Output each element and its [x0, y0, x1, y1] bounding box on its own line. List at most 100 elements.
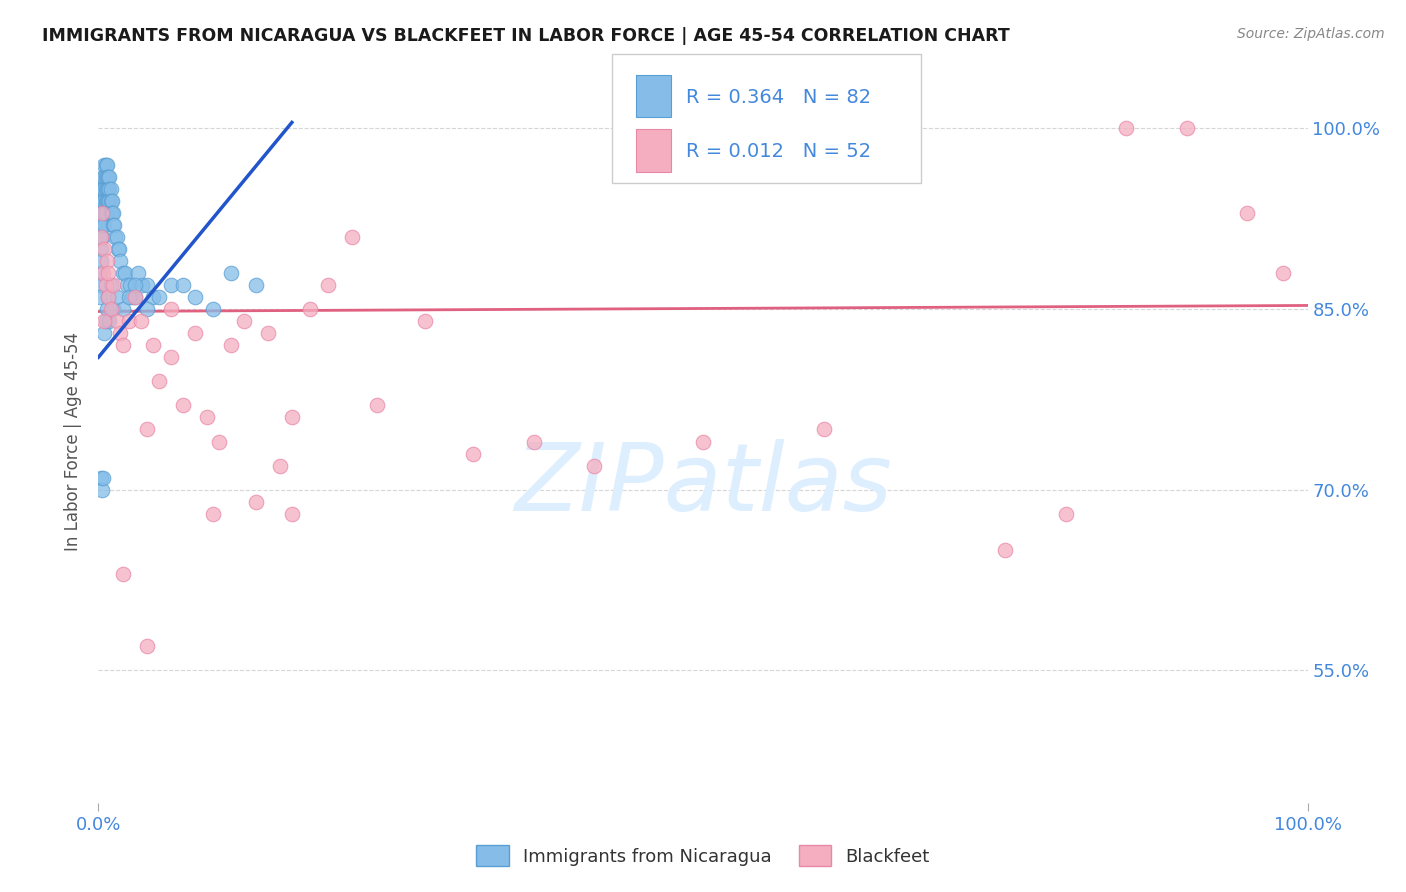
Point — [117, 278, 139, 293]
Point — [160, 301, 183, 317]
Point — [142, 338, 165, 352]
Point — [256, 326, 278, 341]
Point — [91, 205, 114, 219]
Point — [269, 458, 291, 473]
Point — [131, 278, 153, 293]
Text: R = 0.012   N = 52: R = 0.012 N = 52 — [686, 143, 872, 161]
Point — [100, 194, 122, 208]
Point — [94, 194, 117, 208]
Point — [89, 278, 111, 293]
Point — [692, 434, 714, 449]
Point — [1236, 205, 1258, 219]
Point — [97, 169, 120, 184]
Point — [129, 314, 152, 328]
Point — [245, 278, 267, 293]
Point — [94, 158, 117, 172]
Point — [281, 410, 304, 425]
Legend: Immigrants from Nicaragua, Blackfeet: Immigrants from Nicaragua, Blackfeet — [477, 846, 929, 866]
Point — [135, 301, 157, 317]
Point — [100, 194, 122, 208]
Point — [90, 230, 112, 244]
Point — [101, 278, 124, 293]
Point — [91, 182, 114, 196]
Point — [111, 567, 134, 582]
Point — [1054, 507, 1077, 521]
Point — [124, 290, 146, 304]
Point — [98, 182, 121, 196]
Point — [91, 205, 114, 219]
Point — [413, 314, 436, 328]
Point — [96, 254, 118, 268]
Point — [208, 434, 231, 449]
Point — [221, 338, 243, 352]
Text: IMMIGRANTS FROM NICARAGUA VS BLACKFEET IN LABOR FORCE | AGE 45-54 CORRELATION CH: IMMIGRANTS FROM NICARAGUA VS BLACKFEET I… — [42, 27, 1010, 45]
Point — [107, 242, 129, 256]
Point — [96, 194, 118, 208]
Point — [202, 301, 225, 317]
Point — [93, 205, 115, 219]
Point — [148, 375, 170, 389]
Point — [100, 205, 122, 219]
Point — [97, 290, 120, 304]
Point — [94, 182, 117, 196]
Point — [135, 640, 157, 654]
Point — [118, 290, 141, 304]
Point — [172, 398, 194, 412]
Point — [184, 290, 207, 304]
Point — [202, 507, 225, 521]
Point — [813, 423, 835, 437]
Point — [90, 218, 112, 232]
Point — [94, 278, 117, 293]
Point — [100, 182, 122, 196]
Point — [118, 278, 141, 293]
Point — [366, 398, 388, 412]
Point — [96, 301, 118, 317]
Point — [221, 266, 243, 280]
Point — [100, 278, 122, 293]
Point — [91, 194, 114, 208]
Point — [114, 266, 136, 280]
Point — [91, 218, 114, 232]
Point — [91, 194, 114, 208]
Point — [994, 542, 1017, 557]
Point — [97, 182, 120, 196]
Point — [94, 314, 117, 328]
Point — [111, 266, 134, 280]
Point — [281, 507, 304, 521]
Point — [91, 169, 114, 184]
Y-axis label: In Labor Force | Age 45-54: In Labor Force | Age 45-54 — [65, 332, 83, 551]
Point — [98, 194, 121, 208]
Point — [101, 205, 124, 219]
Point — [93, 182, 115, 196]
Point — [90, 242, 112, 256]
Point — [160, 278, 183, 293]
Point — [97, 266, 120, 280]
Point — [1175, 121, 1198, 136]
Point — [103, 218, 125, 232]
Point — [135, 423, 157, 437]
Point — [93, 242, 115, 256]
Point — [100, 301, 122, 317]
Point — [91, 483, 114, 497]
Point — [98, 169, 121, 184]
Point — [1272, 266, 1295, 280]
Point — [463, 447, 485, 461]
Point — [91, 471, 114, 485]
Point — [1115, 121, 1137, 136]
Point — [96, 169, 118, 184]
Point — [89, 266, 111, 280]
Point — [97, 290, 120, 304]
Point — [89, 290, 111, 304]
Point — [299, 301, 322, 317]
Point — [91, 205, 114, 219]
Point — [100, 205, 122, 219]
Point — [184, 326, 207, 341]
Point — [101, 218, 124, 232]
Point — [111, 301, 134, 317]
Point — [93, 169, 115, 184]
Point — [108, 254, 131, 268]
Point — [93, 158, 115, 172]
Point — [93, 194, 115, 208]
Point — [96, 182, 118, 196]
Point — [118, 314, 141, 328]
